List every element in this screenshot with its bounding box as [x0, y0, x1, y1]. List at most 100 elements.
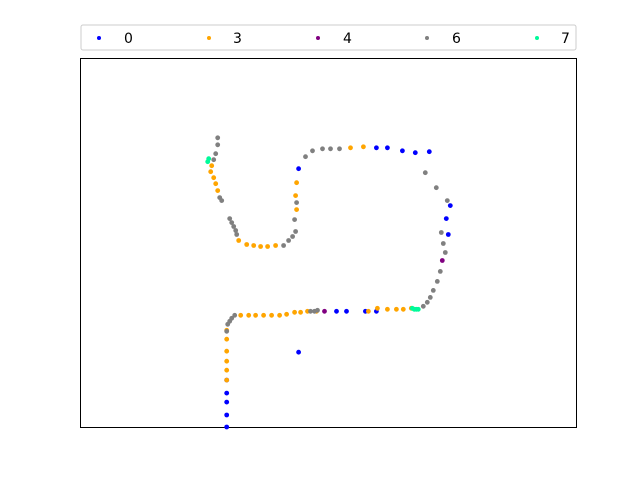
- point-series-3-4: [224, 336, 230, 342]
- point-series-3-0: [224, 377, 230, 383]
- legend-frame: [80, 24, 577, 51]
- point-series-6-37: [219, 198, 225, 204]
- point-series-3-17: [385, 306, 390, 312]
- point-series-6-17: [444, 198, 450, 204]
- point-series-3-11: [277, 312, 282, 318]
- point-series-0-17: [374, 145, 379, 151]
- point-series-6-7: [315, 307, 320, 313]
- point-series-3-2: [224, 358, 230, 364]
- point-series-4-0: [322, 308, 327, 314]
- point-series-3-32: [265, 244, 270, 249]
- point-series-0-1: [224, 412, 230, 418]
- point-series-6-21: [310, 148, 315, 154]
- point-series-3-26: [213, 181, 219, 187]
- point-series-3-21: [375, 305, 380, 311]
- point-series-6-20: [303, 154, 308, 160]
- point-series-3-14: [298, 309, 303, 315]
- point-series-6-4: [232, 312, 238, 318]
- point-series-6-10: [427, 295, 433, 300]
- point-series-3-38: [361, 144, 366, 150]
- legend-marker-4: [316, 36, 320, 40]
- point-series-6-28: [292, 217, 297, 223]
- point-series-6-19: [422, 170, 428, 176]
- point-series-3-1: [224, 367, 230, 373]
- point-series-0-2: [224, 399, 230, 405]
- point-series-3-12: [284, 311, 289, 317]
- point-series-6-13: [437, 269, 443, 274]
- point-series-0-13: [426, 149, 432, 155]
- point-series-3-24: [208, 169, 214, 175]
- scatter-points: [205, 135, 453, 430]
- legend-label-0: 0: [124, 31, 133, 47]
- point-series-7-1: [206, 156, 212, 162]
- legend: 0 3 4 6 7: [80, 24, 577, 51]
- point-series-0-14: [412, 150, 418, 156]
- point-series-0-7: [344, 308, 349, 314]
- point-series-6-31: [227, 216, 233, 222]
- legend-marker-6: [425, 36, 429, 40]
- legend-label-7: 7: [561, 31, 570, 47]
- point-series-3-37: [348, 145, 353, 151]
- point-series-3-9: [261, 312, 266, 318]
- point-series-6-14: [442, 250, 448, 255]
- point-series-6-41: [213, 151, 219, 157]
- point-series-6-39: [215, 142, 221, 148]
- point-series-3-35: [293, 193, 298, 199]
- point-series-0-16: [385, 145, 390, 151]
- point-series-6-40: [211, 157, 217, 163]
- point-series-3-19: [400, 306, 406, 312]
- point-series-6-34: [233, 228, 239, 233]
- plot-area: [80, 58, 577, 428]
- point-series-3-8: [253, 312, 258, 318]
- point-series-6-16: [438, 230, 444, 235]
- point-series-0-18: [296, 166, 301, 172]
- point-series-0-15: [400, 148, 405, 154]
- point-series-6-25: [286, 238, 291, 243]
- legend-marker-3: [207, 36, 211, 40]
- point-series-7-5: [415, 306, 421, 312]
- point-series-6-24: [337, 146, 342, 152]
- point-series-3-3: [224, 348, 230, 354]
- point-series-6-9: [424, 299, 430, 305]
- point-series-3-23: [209, 163, 215, 169]
- point-series-6-15: [440, 241, 446, 246]
- point-series-6-18: [433, 185, 439, 191]
- point-series-6-29: [294, 200, 299, 206]
- point-series-3-34: [294, 207, 299, 213]
- point-series-0-6: [334, 308, 339, 314]
- point-series-3-27: [215, 188, 221, 194]
- point-series-3-25: [211, 175, 217, 181]
- point-series-3-6: [238, 312, 244, 318]
- point-series-6-11: [430, 288, 436, 293]
- point-series-6-26: [290, 234, 295, 239]
- point-series-3-31: [258, 244, 263, 249]
- point-series-3-10: [269, 312, 274, 318]
- point-series-3-30: [251, 243, 257, 248]
- point-series-6-27: [293, 229, 298, 234]
- point-series-6-23: [328, 146, 333, 152]
- point-series-4-1: [439, 258, 445, 263]
- point-series-3-13: [292, 309, 297, 315]
- point-series-6-3: [229, 315, 235, 321]
- point-series-6-32: [229, 220, 235, 226]
- point-series-3-28: [236, 238, 242, 243]
- point-series-0-3: [224, 390, 230, 396]
- point-series-6-38: [215, 135, 221, 141]
- point-series-6-30: [281, 243, 286, 248]
- point-series-0-10: [445, 232, 451, 237]
- point-series-3-29: [244, 242, 250, 247]
- point-series-6-33: [231, 224, 237, 229]
- point-series-3-7: [246, 312, 252, 318]
- point-series-6-5: [308, 308, 313, 314]
- legend-marker-7: [535, 36, 539, 40]
- point-series-3-36: [294, 180, 299, 186]
- legend-label-4: 4: [343, 31, 352, 47]
- point-series-0-12: [447, 203, 453, 209]
- point-series-3-18: [394, 306, 399, 312]
- point-series-0-0: [224, 424, 230, 430]
- point-series-3-33: [273, 243, 278, 248]
- point-series-6-35: [234, 232, 240, 237]
- point-series-6-12: [434, 279, 440, 284]
- point-series-3-22: [366, 308, 371, 314]
